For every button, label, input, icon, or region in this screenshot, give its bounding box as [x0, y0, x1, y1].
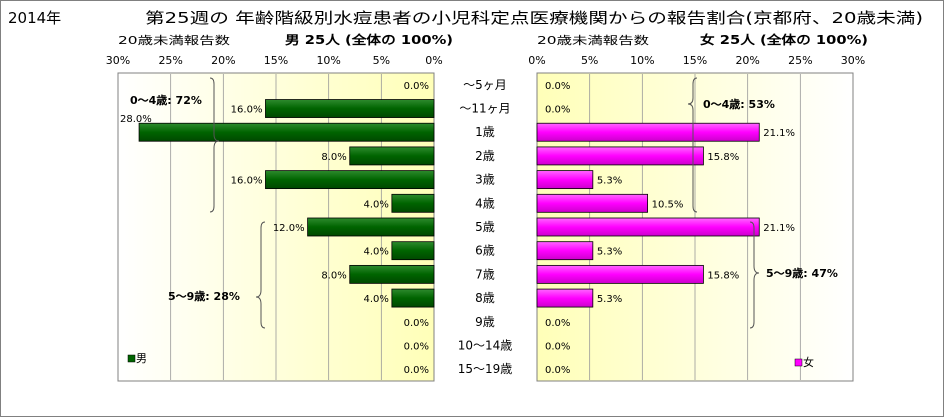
left-brace-5-9	[255, 221, 266, 329]
right-tick-label: 30%	[841, 54, 865, 67]
male-value-label: 4.0%	[363, 294, 388, 305]
category-label: 7歳	[475, 267, 495, 281]
female-value-label: 21.1%	[763, 223, 795, 234]
male-bar	[349, 146, 435, 166]
male-value-label: 0.0%	[404, 365, 429, 376]
male-value-label: 28.0%	[120, 114, 152, 125]
female-bar	[536, 193, 648, 213]
male-bar	[265, 170, 435, 190]
legend-male-label: 男	[136, 352, 147, 365]
male-bar	[391, 288, 435, 308]
right-brace-0-4	[687, 77, 698, 213]
female-value-label: 5.3%	[597, 247, 622, 258]
category-label: ～5ヶ月	[463, 78, 507, 92]
right-tick-label: 5%	[581, 54, 598, 67]
female-bar	[536, 288, 594, 308]
left-value-labels: 0.0% 16.0% 28.0% 8.0% 16.0% 4.0% 12.0% 4.0% 8.0%…	[120, 81, 429, 376]
male-value-label: 12.0%	[273, 223, 305, 234]
male-value-label: 8.0%	[321, 152, 346, 163]
male-value-label: 16.0%	[231, 176, 263, 187]
right-value-labels: 0.0% 0.0% 21.1% 15.8% 5.3% 10.5% 21.1% 5.3% 15.8…	[545, 81, 795, 376]
male-bar	[307, 217, 435, 237]
female-bar	[536, 146, 704, 166]
female-value-label: 5.3%	[597, 176, 622, 187]
right-axis-title: 20歳未満報告数	[537, 34, 649, 47]
female-value-label: 0.0%	[545, 81, 570, 92]
right-annotation-0-4: 0～4歳: 53%	[703, 97, 775, 111]
male-value-label: 0.0%	[404, 81, 429, 92]
female-value-label: 0.0%	[545, 105, 570, 116]
chart-title: 第25週の 年齢階級別水痘患者の小児科定点医療機関からの報告割合(京都府、20歳…	[145, 9, 923, 27]
legend-male-swatch	[127, 354, 136, 363]
right-annotation-5-9: 5～9歳: 47%	[766, 266, 838, 280]
female-value-label: 15.8%	[707, 270, 739, 281]
right-tick-label: 15%	[683, 54, 707, 67]
category-labels: ～5ヶ月 ～11ヶ月 1歳 2歳 3歳 4歳 5歳 6歳 7歳 8歳 9歳 10～14歳 15～19歳	[458, 78, 513, 376]
female-value-label: 0.0%	[545, 318, 570, 329]
female-value-label: 5.3%	[597, 294, 622, 305]
female-value-label: 10.5%	[652, 199, 684, 210]
female-bar	[536, 241, 594, 261]
left-tick-label: 30%	[106, 54, 130, 67]
male-value-label: 4.0%	[363, 247, 388, 258]
left-tick-label: 0%	[425, 54, 442, 67]
category-label: 1歳	[475, 125, 495, 139]
right-tick-label: 10%	[630, 54, 654, 67]
left-annotation-5-9: 5～9歳: 28%	[168, 289, 240, 303]
right-bars	[536, 122, 760, 308]
female-bar	[536, 122, 760, 142]
male-bar	[349, 264, 435, 284]
left-annotation-0-4: 0～4歳: 72%	[130, 93, 202, 107]
left-tick-label: 15%	[264, 54, 288, 67]
category-label: 9歳	[475, 315, 495, 329]
left-tick-label: 10%	[316, 54, 340, 67]
left-brace-0-4	[209, 77, 220, 213]
category-label: 2歳	[475, 149, 495, 163]
left-axis-title: 20歳未満報告数	[118, 34, 230, 47]
female-value-label: 21.1%	[763, 128, 795, 139]
legend-female-swatch	[794, 358, 803, 367]
category-label: 4歳	[475, 196, 495, 210]
male-value-label: 8.0%	[321, 270, 346, 281]
category-label: 8歳	[475, 291, 495, 305]
right-tick-label: 20%	[735, 54, 759, 67]
category-label: 3歳	[475, 173, 495, 187]
left-tick-label: 5%	[373, 54, 390, 67]
male-value-label: 16.0%	[231, 105, 263, 116]
left-tick-label: 25%	[158, 54, 182, 67]
right-panel-header: 女 25人 (全体の 100%)	[700, 32, 868, 47]
female-value-label: 15.8%	[707, 152, 739, 163]
male-bar	[265, 99, 435, 118]
right-tick-label: 25%	[788, 54, 812, 67]
left-bars	[138, 99, 435, 308]
category-label: 6歳	[475, 244, 495, 258]
category-label: ～11ヶ月	[459, 102, 510, 116]
right-tick-label: 0%	[528, 54, 545, 67]
female-value-label: 0.0%	[545, 365, 570, 376]
category-label: 5歳	[475, 220, 495, 234]
female-bar	[536, 217, 760, 237]
left-tick-labels: 30% 25% 20% 15% 10% 5% 0%	[106, 54, 443, 67]
legend-female-label: 女	[803, 355, 814, 369]
left-panel-header: 男 25人 (全体の 100%)	[285, 32, 453, 47]
year-label: 2014年	[8, 9, 61, 27]
male-value-label: 0.0%	[404, 318, 429, 329]
left-tick-label: 20%	[211, 54, 235, 67]
male-value-label: 0.0%	[404, 341, 429, 352]
male-bar	[138, 122, 435, 142]
female-value-label: 0.0%	[545, 341, 570, 352]
male-bar	[391, 193, 435, 213]
female-bar	[536, 264, 704, 284]
female-bar	[536, 170, 594, 190]
right-brace-5-9	[749, 221, 760, 329]
male-value-label: 4.0%	[363, 199, 388, 210]
right-tick-labels: 0% 5% 10% 15% 20% 25% 30%	[528, 54, 865, 67]
category-label: 15～19歳	[458, 362, 513, 376]
male-bar	[391, 241, 435, 261]
category-label: 10～14歳	[458, 338, 513, 352]
